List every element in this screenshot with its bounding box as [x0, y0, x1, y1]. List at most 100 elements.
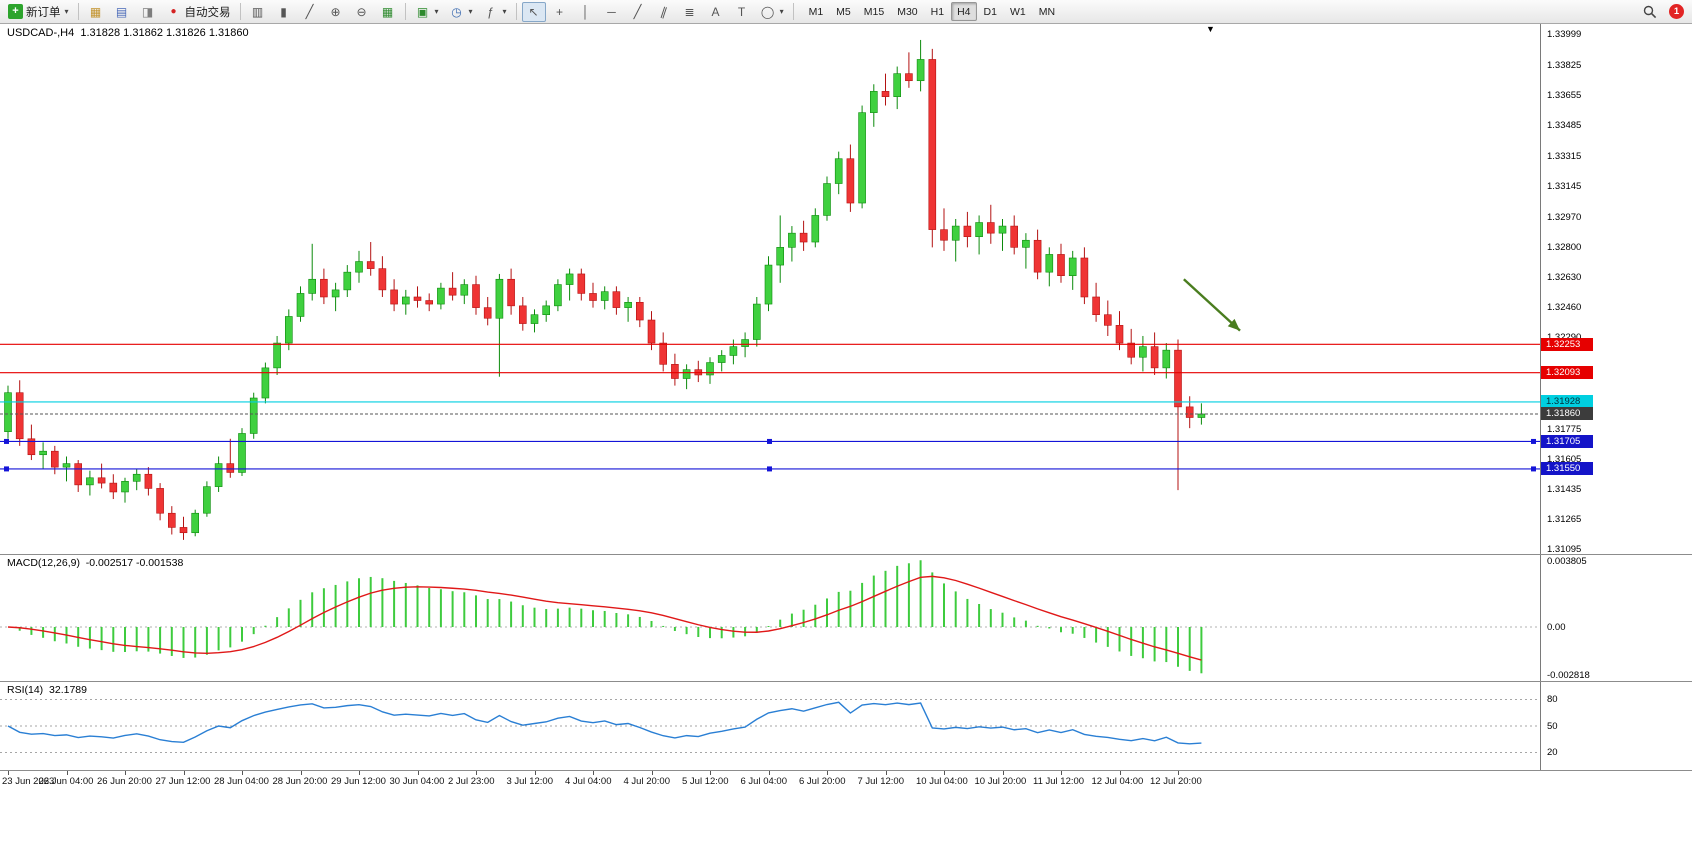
price-chart-canvas[interactable]: USDCAD-,H4 1.31828 1.31862 1.31826 1.318…: [0, 24, 1540, 554]
zoom-out-button[interactable]: ⊖: [350, 2, 374, 22]
market-watch-button[interactable]: ▦: [84, 2, 108, 22]
indicators-icon: ƒ: [487, 4, 494, 19]
vertical-line-button[interactable]: │: [574, 2, 598, 22]
toolbar-separator: [515, 3, 517, 20]
bar-chart-button[interactable]: ▥: [246, 2, 270, 22]
time-axis-label: 26 Jun 04:00: [38, 776, 94, 787]
line-chart-button[interactable]: ╱: [298, 2, 322, 22]
candle-body: [682, 369, 691, 379]
time-axis-tick: [534, 771, 536, 775]
chart-shift-marker-icon: ▼: [1206, 24, 1215, 34]
toolbar-separator: [792, 3, 794, 20]
candle-body: [1174, 349, 1182, 408]
timeframe-button-h4[interactable]: H4: [951, 2, 977, 21]
price-axis[interactable]: 1.33999 1.33825 1.33655 1.33485 1.33315 1.331…: [1540, 24, 1692, 554]
price-axis-label: 1.31435: [1547, 483, 1582, 495]
timeframe-button-m15[interactable]: M15: [858, 2, 890, 21]
rsi-label: RSI(14) 32.1789: [7, 684, 87, 696]
candle-body: [1162, 349, 1171, 369]
label-button[interactable]: T: [730, 2, 754, 22]
price-badge-1.32093: 1.32093: [1541, 366, 1593, 380]
new-chart-icon: ▣: [416, 4, 429, 19]
navigator-button[interactable]: ◨: [136, 2, 160, 22]
candlestick-chart-button[interactable]: ▮: [272, 2, 296, 22]
notification-badge[interactable]: 1: [1669, 4, 1684, 19]
timeframe-button-w1[interactable]: W1: [1004, 2, 1032, 21]
new-chart-button[interactable]: ▣ ▾: [411, 2, 443, 22]
timeframe-button-m5[interactable]: M5: [830, 2, 857, 21]
crosshair-button[interactable]: +: [548, 2, 572, 22]
chevron-down-icon: ▾: [502, 7, 507, 16]
trendline-button[interactable]: ╱: [626, 2, 650, 22]
label-icon: T: [737, 4, 746, 19]
price-badge-1.31705: 1.31705: [1541, 434, 1593, 448]
autotrading-label: 自动交易: [184, 6, 231, 19]
candle-body: [50, 450, 59, 468]
time-axis-label: 4 Jul 20:00: [623, 776, 670, 787]
candle-body: [881, 91, 890, 97]
horizontal-line-button[interactable]: ─: [600, 2, 624, 22]
data-window-button[interactable]: ▤: [110, 2, 134, 22]
zoom-in-button[interactable]: ⊕: [324, 2, 348, 22]
line-handle[interactable]: [767, 466, 772, 472]
candle-body: [472, 284, 480, 308]
indicators-button[interactable]: ƒ ▾: [479, 2, 511, 22]
candle-body: [799, 232, 808, 243]
time-axis[interactable]: 23 Jun 2023 26 Jun 04:00 26 Jun 20:00 27 Ju…: [0, 771, 1540, 845]
period-button[interactable]: ◷ ▾: [445, 2, 477, 22]
time-axis-tick: [1119, 771, 1121, 775]
price-axis-label: 1.32800: [1547, 241, 1582, 253]
toolbar-separator: [404, 3, 406, 20]
line-handle[interactable]: [1531, 466, 1536, 472]
macd-axis-label: 0.003805: [1547, 556, 1587, 567]
new-order-button[interactable]: + 新订单 ▾: [4, 2, 73, 22]
candle-body: [951, 225, 960, 241]
horizontal-line-icon: ─: [607, 4, 616, 19]
time-axis-tick: [827, 771, 828, 775]
channel-button[interactable]: ∥: [652, 2, 676, 22]
cursor-icon: ↖: [528, 4, 539, 19]
line-handle[interactable]: [4, 438, 9, 444]
candle-body: [27, 438, 36, 456]
timeframe-button-d1[interactable]: D1: [978, 2, 1003, 21]
timeframe-button-h1[interactable]: H1: [925, 2, 950, 21]
macd-panel[interactable]: MACD(12,26,9) -0.002517 -0.001538: [0, 555, 1540, 681]
line-handle[interactable]: [1531, 438, 1536, 444]
candle-body: [764, 264, 773, 305]
fibonacci-button[interactable]: ≣: [678, 2, 702, 22]
timeframe-button-m1[interactable]: M1: [803, 2, 830, 21]
arrow-annotation[interactable]: [1183, 278, 1241, 332]
candle-body: [507, 278, 515, 307]
navigator-icon: ◨: [141, 4, 154, 19]
candle-body: [518, 305, 527, 324]
fibonacci-icon: ≣: [684, 4, 695, 19]
text-button[interactable]: A: [704, 2, 728, 22]
line-handle[interactable]: [767, 438, 772, 444]
search-button[interactable]: [1639, 2, 1661, 22]
vertical-line-icon: │: [581, 4, 590, 19]
candle-body: [893, 73, 902, 97]
price-axis-label: 1.33655: [1547, 90, 1582, 102]
tile-windows-button[interactable]: ▦: [376, 2, 400, 22]
timeframe-button-m30[interactable]: M30: [891, 2, 923, 21]
autotrading-button[interactable]: ● 自动交易: [162, 2, 235, 22]
candle-body: [647, 319, 656, 344]
rsi-axis[interactable]: 80 50 20: [1540, 682, 1692, 770]
timeframe-button-mn[interactable]: MN: [1033, 2, 1061, 21]
rsi-panel[interactable]: RSI(14) 32.1789: [0, 682, 1540, 770]
candle-body: [986, 222, 995, 234]
candle-body: [203, 486, 211, 514]
cursor-button[interactable]: ↖: [521, 1, 546, 22]
time-axis-label: 10 Jul 04:00: [916, 776, 968, 787]
candle-body: [811, 215, 820, 243]
candle-body: [495, 278, 504, 319]
candle-body: [928, 59, 937, 230]
chevron-down-icon: ▾: [64, 7, 69, 16]
candle-body: [86, 477, 94, 486]
macd-name: MACD(12,26,9): [7, 557, 80, 569]
line-handle[interactable]: [4, 466, 9, 472]
shapes-button[interactable]: ◯ ▾: [756, 2, 788, 22]
macd-axis[interactable]: 0.003805 0.00 -0.002818: [1540, 555, 1692, 681]
time-axis-label: 10 Jul 20:00: [974, 776, 1027, 787]
candle-body: [975, 222, 983, 238]
